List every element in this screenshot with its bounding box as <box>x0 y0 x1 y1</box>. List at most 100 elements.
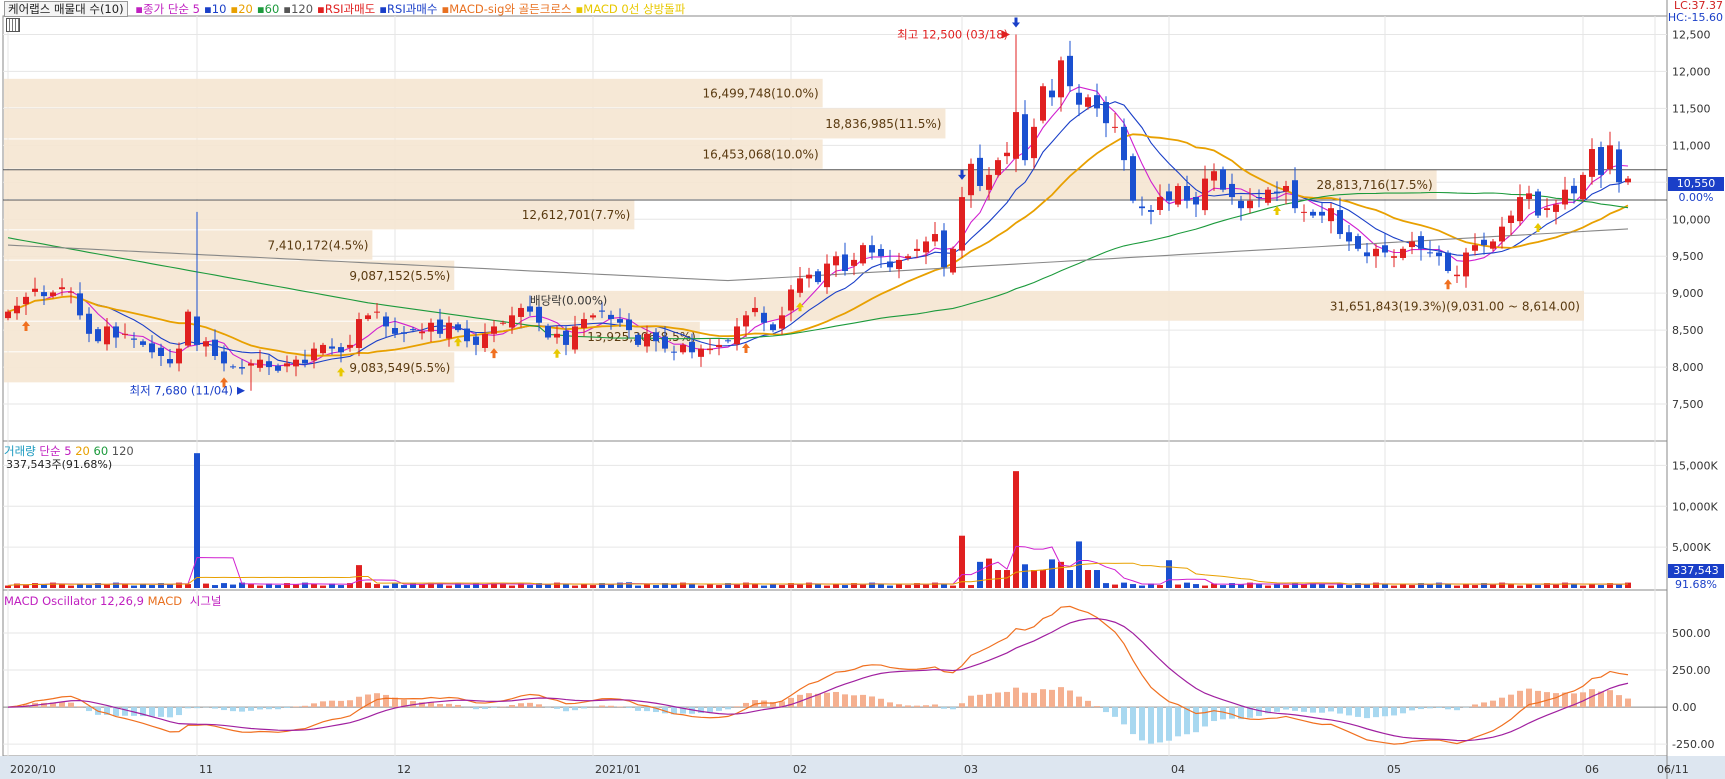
volume-bar <box>1436 582 1442 588</box>
volume-bar <box>1445 584 1451 588</box>
candle-body <box>185 311 191 346</box>
volume-bar <box>779 585 785 588</box>
chart-title[interactable]: 케어랩스 매물대 수(10) <box>4 1 128 17</box>
indicator-6[interactable]: ▪RSI과매수 <box>379 2 438 16</box>
volume-bar <box>1328 585 1334 588</box>
macd-osc-bar <box>1211 707 1217 722</box>
volume-bar <box>1256 584 1262 588</box>
volume-bar <box>311 584 317 588</box>
candle-body <box>464 328 470 342</box>
price-tick-label: 9,500 <box>1672 250 1704 263</box>
volume-bar <box>221 583 227 588</box>
volume-bar <box>1274 583 1280 588</box>
volume-bar <box>131 585 137 588</box>
volume-bar <box>248 584 254 588</box>
macd-osc-bar <box>149 707 155 717</box>
macd-osc-bar <box>743 702 749 708</box>
macd-osc-bar <box>257 707 263 710</box>
indicator-0[interactable]: ▪종가 단순 5 <box>135 2 200 16</box>
macd-osc-bar <box>707 707 713 713</box>
volume-bar <box>1598 585 1604 588</box>
volume-bar <box>851 583 857 588</box>
macd-osc-bar <box>455 704 461 708</box>
volume-bar <box>554 582 560 588</box>
candle-body <box>1391 256 1397 258</box>
indicator-3[interactable]: ▪60 <box>256 2 280 16</box>
price-tick-label: 7,500 <box>1672 398 1704 411</box>
candle-body <box>131 338 137 340</box>
candle-body <box>995 160 1001 175</box>
indicator-2[interactable]: ▪20 <box>230 2 253 16</box>
macd-osc-bar <box>176 707 182 716</box>
macd-osc-bar <box>1274 707 1280 712</box>
indicator-7[interactable]: ▪MACD-sig와 골든크로스 <box>441 2 572 16</box>
volume-bar <box>176 582 182 588</box>
volume-bar <box>464 585 470 588</box>
macd-osc-bar <box>122 707 128 716</box>
candle-body <box>230 366 236 368</box>
volume-bar <box>797 584 803 588</box>
volume-bar <box>1499 582 1505 588</box>
macd-osc-bar <box>770 702 776 708</box>
macd-osc-bar <box>1517 690 1523 708</box>
time-tick-label: 11 <box>199 763 213 776</box>
grid-icon[interactable] <box>6 18 20 32</box>
macd-osc-bar <box>806 693 812 708</box>
macd-osc-bar <box>698 707 704 714</box>
price-tick-label: 11,000 <box>1672 139 1711 152</box>
candle-body <box>752 307 758 313</box>
volume-bar <box>1616 584 1622 588</box>
candle-body <box>1031 126 1037 159</box>
candle-body <box>1337 210 1343 235</box>
macd-osc-bar <box>1148 707 1154 744</box>
candle-body <box>41 292 47 297</box>
indicator-5[interactable]: ▪RSI과매도 <box>317 2 376 16</box>
volume-bar <box>1517 585 1523 588</box>
golden-cross-arrow <box>220 377 228 388</box>
volume-bar <box>41 584 47 588</box>
macd-osc-bar <box>1427 707 1433 709</box>
macd-osc-bar <box>536 704 542 708</box>
macd-osc-bar <box>1256 707 1262 716</box>
macd-osc-bar <box>833 691 839 708</box>
macd-osc-bar <box>527 702 533 708</box>
candle-body <box>347 344 353 348</box>
indicator-4[interactable]: ▪120 <box>283 2 314 16</box>
candle-body <box>32 288 38 292</box>
candle-body <box>635 334 641 345</box>
candle-body <box>491 326 497 334</box>
volume-bar <box>1139 585 1145 588</box>
current-price-tag: 10,550 <box>1668 177 1724 191</box>
volume-bar <box>149 585 155 588</box>
candle-body <box>1481 239 1487 246</box>
candle-body <box>239 367 245 369</box>
volume-bar <box>950 585 956 588</box>
volume-bar <box>608 584 614 588</box>
candle-body <box>455 324 461 331</box>
candle-body <box>716 344 722 348</box>
volume-panel <box>2 440 1668 591</box>
volume-bar <box>230 584 236 588</box>
volume-bar <box>1175 584 1181 588</box>
macd-osc-bar <box>230 707 236 712</box>
price-tick-label: 10,000 <box>1672 213 1711 226</box>
volume-bar <box>140 583 146 588</box>
volume-bar <box>329 583 335 588</box>
volume-bar <box>410 583 416 588</box>
volume-bar <box>32 583 38 588</box>
candle-body <box>302 359 308 364</box>
candle-body <box>1598 147 1604 175</box>
volume-bar <box>806 582 812 588</box>
candle-body <box>1418 236 1424 249</box>
indicator-8[interactable]: ▪MACD 0선 상방돌파 <box>575 2 686 16</box>
volume-bar <box>860 584 866 588</box>
candle-body <box>1265 189 1271 203</box>
volume-bar <box>1355 583 1361 588</box>
macd-osc-bar <box>1022 692 1028 708</box>
candle-body <box>572 326 578 350</box>
volume-bar <box>1031 570 1037 588</box>
macd-osc-bar <box>356 696 362 708</box>
candle-body <box>1346 232 1352 242</box>
indicator-1[interactable]: ▪10 <box>203 2 227 16</box>
